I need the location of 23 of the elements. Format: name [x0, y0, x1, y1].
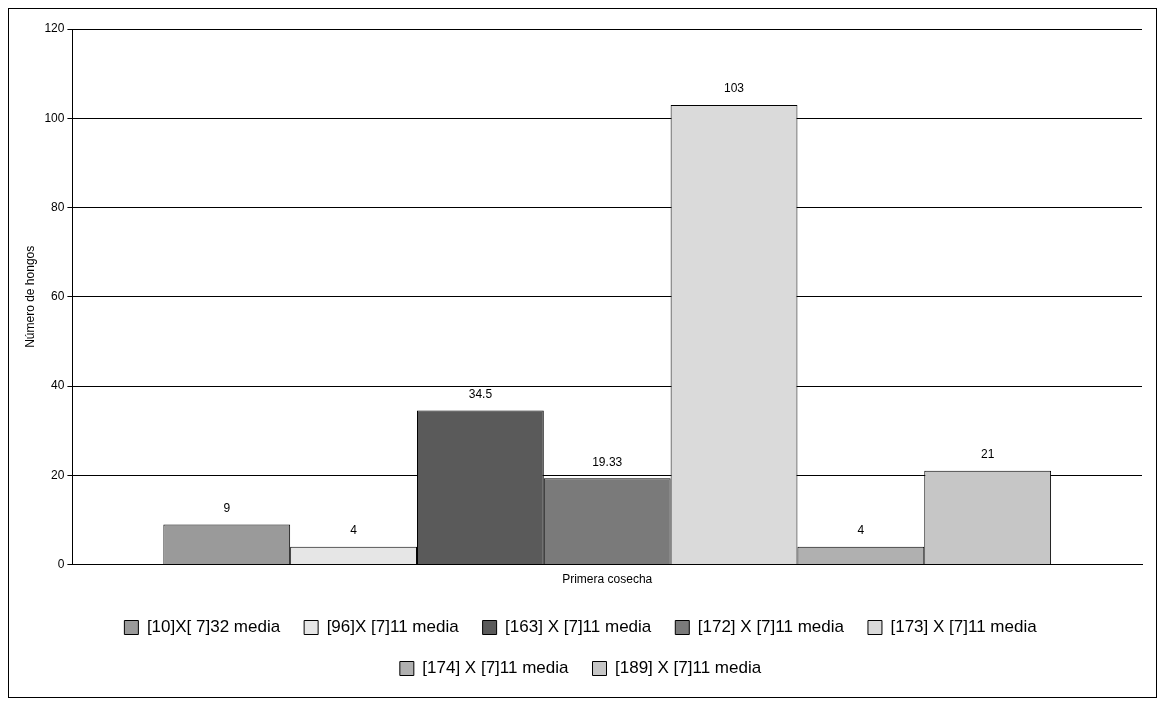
legend-label: [189] X [7]11 media: [615, 658, 762, 678]
legend-label: [163] X [7]11 media: [505, 617, 652, 637]
legend-label: [10]X[ 7]32 media: [146, 617, 281, 637]
y-tick-label: 20: [51, 467, 65, 482]
data-label: 103: [724, 81, 745, 96]
x-tick-label: Primera cosecha: [562, 572, 653, 587]
y-tick-label: 0: [57, 556, 65, 571]
y-tick-label: 120: [44, 21, 65, 36]
legend-label: [172] X [7]11 media: [697, 617, 845, 637]
data-label: 21: [981, 447, 995, 462]
data-label: 9: [223, 500, 231, 515]
y-tick-label: 100: [44, 110, 65, 125]
y-tick-label: 40: [51, 378, 65, 393]
data-label: 4: [350, 523, 358, 538]
data-label: 19.33: [592, 454, 623, 469]
legend-label: [173] X [7]11 media: [890, 617, 1038, 637]
data-label: 34.5: [468, 386, 493, 401]
data-label: 4: [857, 523, 865, 538]
legend-label: [96]X [7]11 media: [326, 617, 460, 637]
y-tick-label: 60: [51, 289, 65, 304]
y-tick-label: 80: [51, 199, 65, 214]
legend-label: [174] X [7]11 media: [422, 658, 570, 678]
y-axis-title: Número de hongos: [22, 245, 37, 348]
